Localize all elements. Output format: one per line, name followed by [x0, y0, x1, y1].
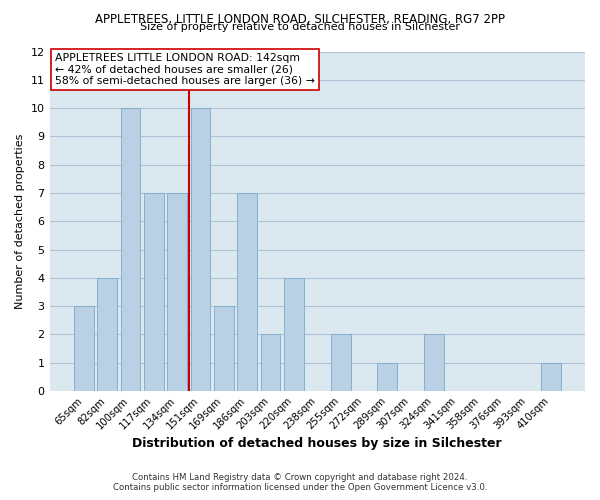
Bar	[541, 362, 560, 391]
Bar	[121, 108, 140, 391]
Text: APPLETREES, LITTLE LONDON ROAD, SILCHESTER, READING, RG7 2PP: APPLETREES, LITTLE LONDON ROAD, SILCHEST…	[95, 12, 505, 26]
Bar	[167, 193, 187, 391]
Y-axis label: Number of detached properties: Number of detached properties	[15, 134, 25, 309]
Bar	[144, 193, 164, 391]
Bar	[214, 306, 234, 391]
Text: Contains HM Land Registry data © Crown copyright and database right 2024.
Contai: Contains HM Land Registry data © Crown c…	[113, 473, 487, 492]
Bar	[97, 278, 117, 391]
Bar	[377, 362, 397, 391]
Text: APPLETREES LITTLE LONDON ROAD: 142sqm
← 42% of detached houses are smaller (26)
: APPLETREES LITTLE LONDON ROAD: 142sqm ← …	[55, 53, 315, 86]
Bar	[284, 278, 304, 391]
Text: Size of property relative to detached houses in Silchester: Size of property relative to detached ho…	[140, 22, 460, 32]
X-axis label: Distribution of detached houses by size in Silchester: Distribution of detached houses by size …	[133, 437, 502, 450]
Bar	[424, 334, 444, 391]
Bar	[191, 108, 211, 391]
Bar	[331, 334, 350, 391]
Bar	[260, 334, 280, 391]
Bar	[238, 193, 257, 391]
Bar	[74, 306, 94, 391]
